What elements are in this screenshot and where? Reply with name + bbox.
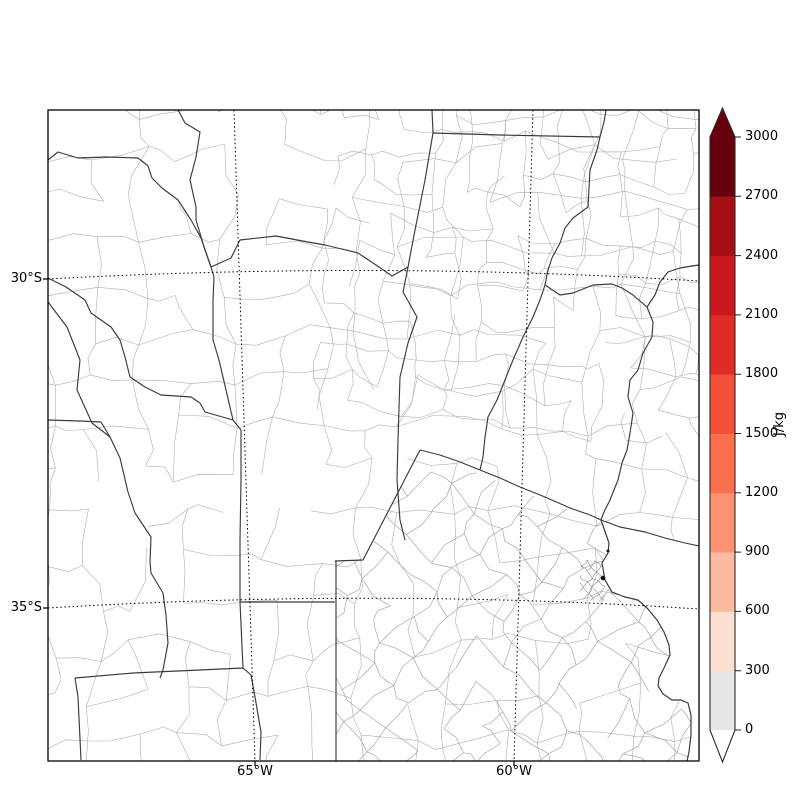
- colorbar-tick-label: 1500: [745, 426, 779, 441]
- x-axis-tick-65w: 65°W: [237, 764, 273, 779]
- colorbar-tick-label: 1800: [745, 366, 779, 381]
- colorbar-tick-label: 3000: [745, 129, 779, 144]
- colorbar-tick-label: 300: [745, 663, 770, 678]
- colorbar-segment: [710, 433, 735, 494]
- province-boundary-line: [177, 110, 212, 268]
- colorbar-over-arrow: [710, 108, 735, 137]
- province-boundary-line: [48, 419, 111, 438]
- province-boundary-line: [210, 235, 409, 277]
- colorbar-segment: [710, 314, 735, 375]
- colorbar-segment: [710, 137, 735, 197]
- province-boundary-line: [646, 264, 699, 308]
- province-boundary-line: [239, 430, 244, 669]
- department-boundaries-ne: [313, 110, 699, 444]
- colorbar-tick-label: 2400: [745, 248, 779, 263]
- province-boundary-line: [210, 266, 242, 431]
- colorbar-tick-label: 600: [745, 603, 770, 618]
- province-boundary-line: [48, 151, 212, 268]
- province-boundary-line: [48, 277, 234, 421]
- partido-boundaries-amba: [579, 560, 606, 602]
- colorbar: [709, 106, 741, 764]
- buenos-aires-city-marker: [600, 575, 606, 581]
- axis-tick-marks: [43, 278, 515, 766]
- map-frame: [47, 109, 700, 762]
- colorbar-segment: [710, 611, 735, 672]
- colorbar-segment: [710, 196, 735, 256]
- colorbar-tick-label: 900: [745, 544, 770, 559]
- colorbar-segment: [710, 552, 735, 612]
- colorbar-segment: [710, 492, 735, 553]
- colorbar-tick-marks: [735, 136, 741, 731]
- y-axis-tick-35s: 35°S: [10, 600, 42, 615]
- x-axis-tick-60w: 60°W: [496, 764, 532, 779]
- colorbar-under-arrow: [710, 730, 735, 762]
- province-boundary-line: [48, 301, 169, 679]
- province-boundary-line: [396, 110, 434, 541]
- rio-de-la-plata-water: [601, 520, 699, 761]
- city-marker: [606, 549, 610, 553]
- province-boundary-line: [544, 110, 607, 286]
- colorbar-tick-label: 2700: [745, 188, 779, 203]
- province-boundaries: [48, 110, 699, 761]
- province-boundary-line: [334, 449, 421, 562]
- y-axis-tick-30s: 30°S: [10, 271, 42, 286]
- colorbar-tick-label: 0: [745, 722, 754, 737]
- colorbar-segment: [710, 670, 735, 731]
- province-boundary-line: [600, 519, 699, 547]
- province-boundary-line: [419, 449, 602, 521]
- province-boundary-line: [544, 283, 654, 521]
- province-boundary-line: [479, 284, 546, 471]
- colorbar-tick-label: 2100: [745, 307, 779, 322]
- colorbar-tick-label: 1200: [745, 485, 779, 500]
- colorbar-segment: [710, 374, 735, 434]
- province-boundary-line: [334, 560, 337, 761]
- province-boundary-line: [74, 667, 262, 761]
- province-boundary-line: [432, 132, 601, 138]
- colorbar-segment: [710, 255, 735, 316]
- province-boundary-line: [74, 677, 82, 761]
